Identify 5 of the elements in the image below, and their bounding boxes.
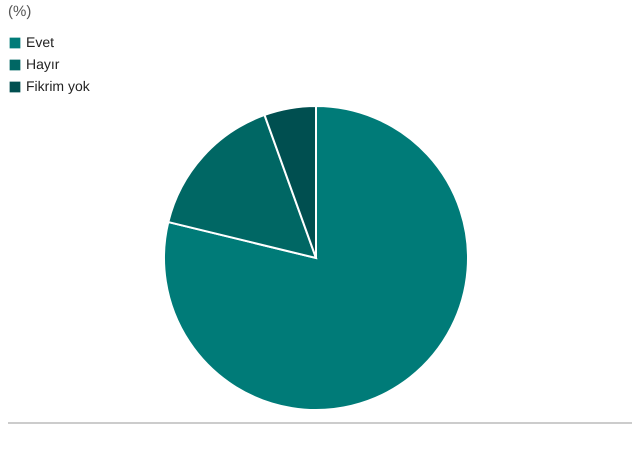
chart-title: (%) <box>8 3 32 20</box>
pie-slice <box>163 105 469 411</box>
legend-label: Hayır <box>26 56 60 72</box>
legend-label: Fikrim yok <box>26 78 91 94</box>
legend-label: Evet <box>26 34 54 50</box>
